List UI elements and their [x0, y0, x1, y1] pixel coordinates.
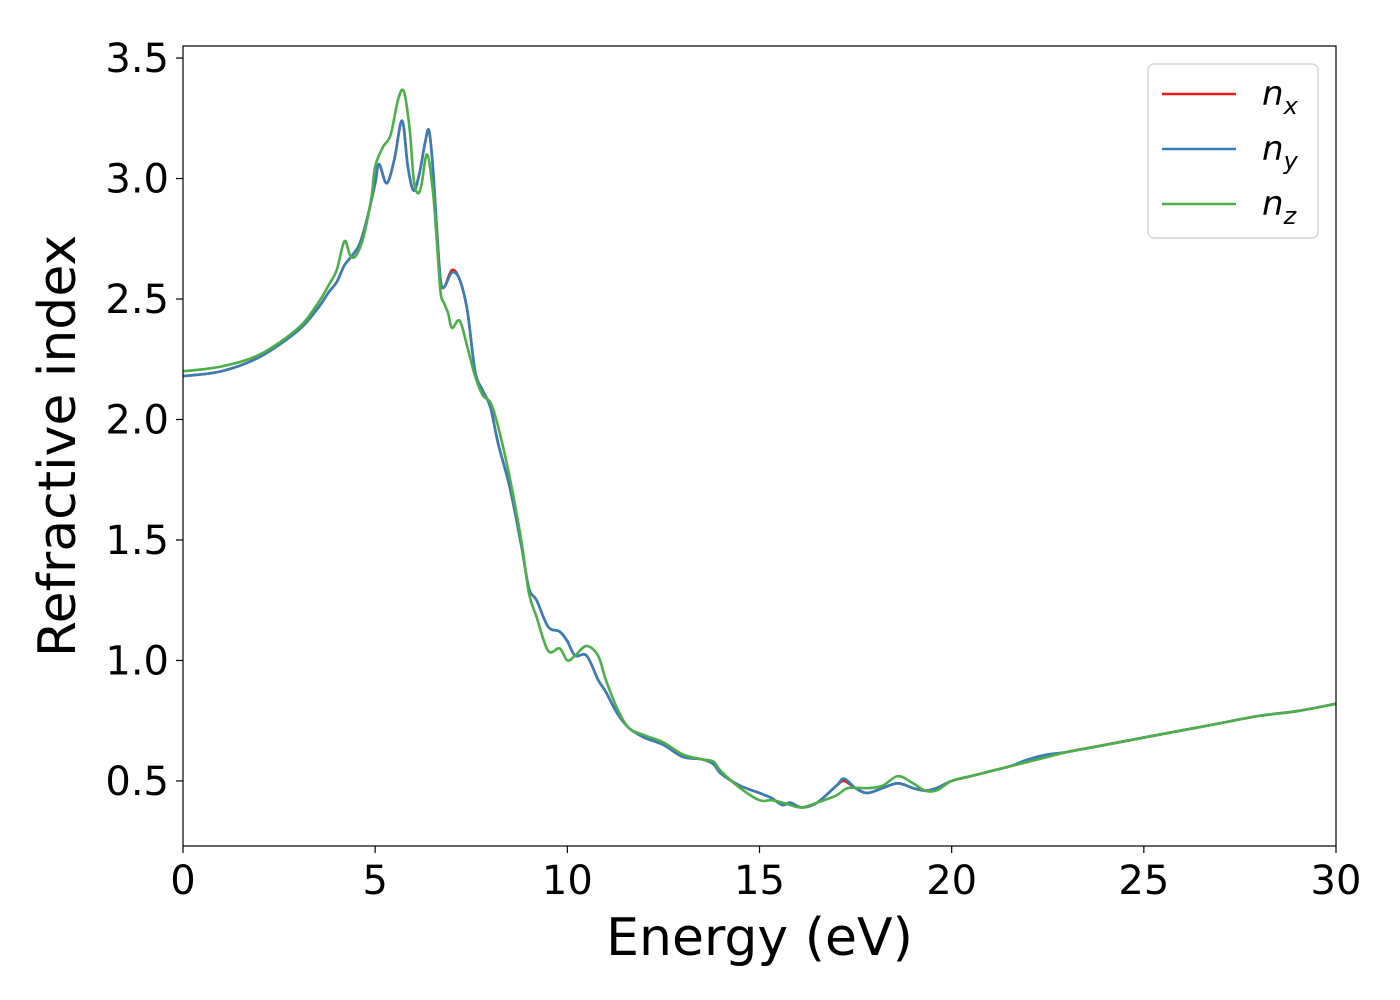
y-tick-label: 1.5: [105, 518, 169, 564]
x-tick-label: 5: [362, 858, 387, 904]
x-tick-label: 30: [1311, 858, 1362, 904]
y-tick-label: 3.0: [105, 157, 169, 203]
y-axis: 0.5 1.0 1.5 2.0 2.5 3.0 3.5: [105, 36, 183, 805]
legend-label-x: nx: [1262, 74, 1299, 120]
legend-label-z: nz: [1262, 184, 1298, 230]
x-tick-label: 0: [170, 858, 195, 904]
legend-label-y: ny: [1262, 129, 1299, 175]
x-axis: 0 5 10 15 20 25 30: [170, 846, 1361, 904]
legend-box: [1147, 63, 1319, 239]
x-tick-label: 20: [926, 858, 977, 904]
y-tick-label: 3.5: [105, 36, 169, 82]
legend: nx ny nz: [1147, 63, 1319, 239]
series-layer: [183, 88, 1336, 809]
series-line-z: [183, 88, 1336, 809]
x-tick-label: 15: [734, 858, 785, 904]
x-axis-title: Energy (eV): [606, 908, 913, 968]
y-tick-label: 2.5: [105, 277, 169, 323]
y-tick-label: 2.0: [105, 397, 169, 443]
x-tick-label: 25: [1118, 858, 1169, 904]
x-tick-label: 10: [542, 858, 593, 904]
y-tick-label: 1.0: [105, 638, 169, 684]
y-tick-label: 0.5: [105, 759, 169, 805]
y-axis-title: Refractive index: [28, 235, 88, 657]
